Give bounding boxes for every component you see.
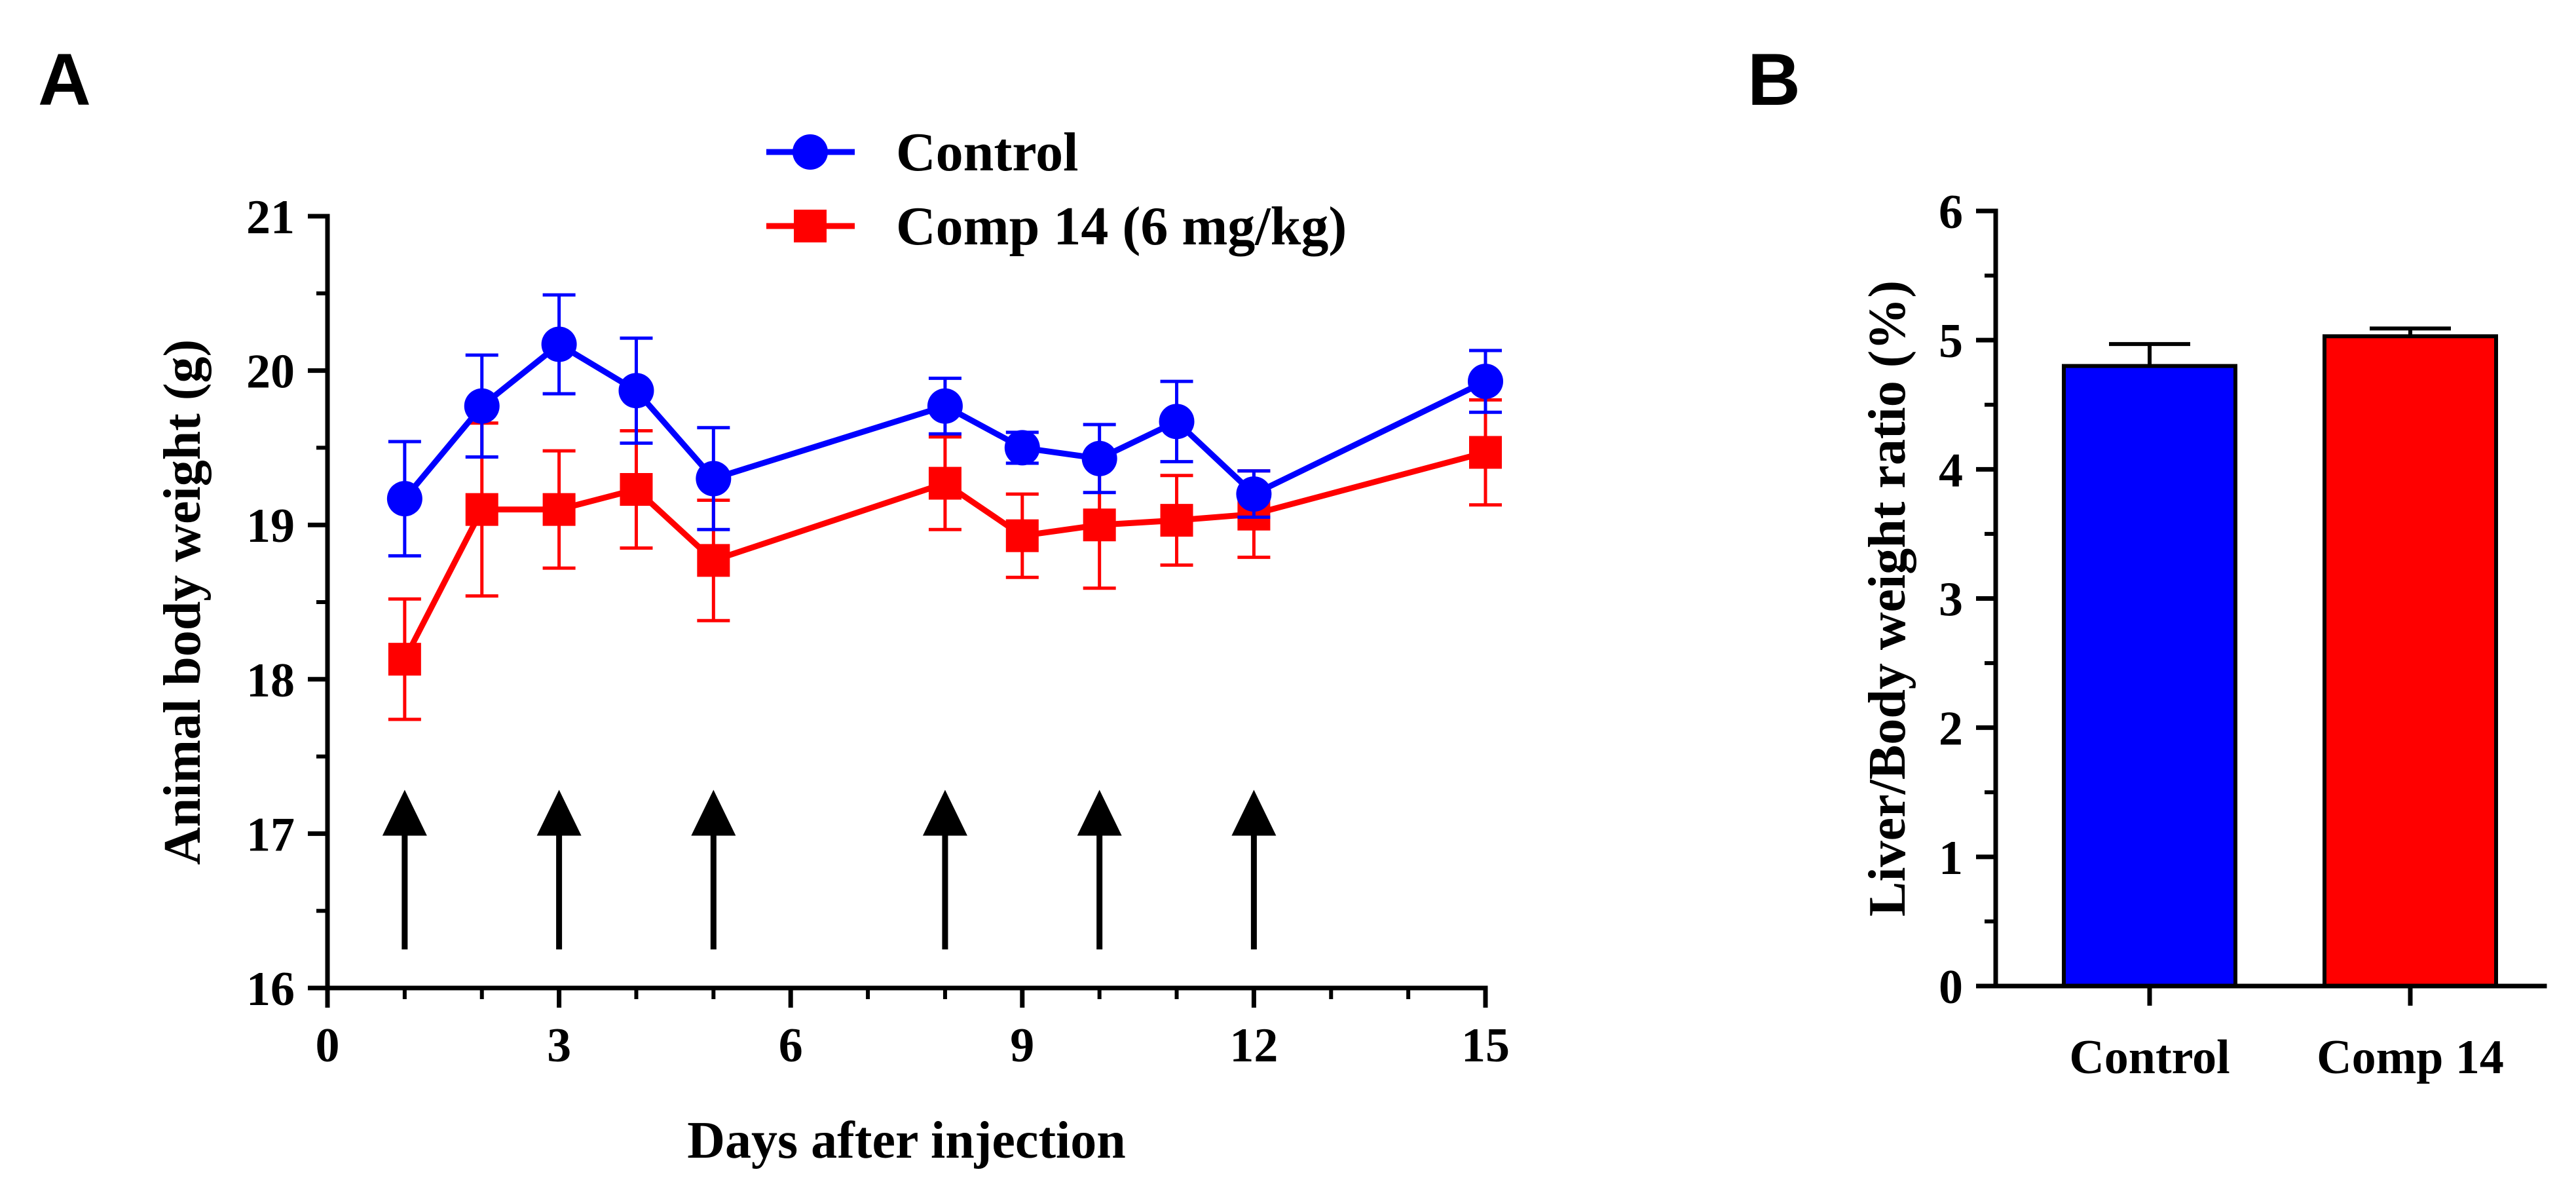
data-point-control [1081,440,1117,476]
data-point-control [1468,364,1503,400]
y-tick-label: 16 [246,962,295,1016]
x-tick-label: 0 [316,1019,340,1073]
injection-arrow-head [1231,789,1277,836]
panel-letter-b: B [1747,39,1801,121]
y-tick-label: 5 [1939,314,1963,368]
y-tick-label: 21 [246,191,295,244]
data-point-comp14 [1160,504,1193,537]
y-tick-label: 20 [246,345,295,399]
panel-letter-a: A [38,39,91,121]
data-point-comp14 [1005,519,1039,552]
legend-label-comp14: Comp 14 (6 mg/kg) [896,196,1347,257]
y-axis-title: Liver/Body weight ratio (%) [1859,280,1916,917]
panel-b: B Control Comp 14 0 1 2 3 4 5 6 Liver/Body weight… [1747,39,2547,1084]
y-tick-label: 1 [1939,831,1963,885]
data-point-control [464,388,500,424]
series-control [386,293,1503,558]
y-tick-label: 19 [246,499,295,553]
data-point-comp14 [388,643,421,676]
x-tick-label: Control [2069,1031,2230,1084]
x-tick-label: 6 [779,1019,803,1073]
data-point-control [1159,404,1195,440]
data-point-control [618,373,654,409]
data-point-control [1004,430,1040,466]
series-comp14 [388,398,1502,721]
y-tick-label: 17 [246,808,295,862]
y-tick-label: 3 [1939,573,1963,627]
data-point-comp14 [697,544,730,577]
bar-comp14 [2323,334,2498,988]
data-point-comp14 [465,493,498,526]
injection-arrow-head [922,789,967,836]
y-axis-title: Animal body weight (g) [154,339,212,865]
injection-arrow-head [382,789,427,836]
y-tick-label: 18 [246,654,295,708]
x-axis-title: Days after injection [687,1112,1126,1169]
injection-arrow-head [691,789,736,836]
y-tick-label: 0 [1939,960,1963,1014]
legend-marker-control [793,134,828,170]
injection-arrow-head [1077,789,1122,836]
x-tick-label: 15 [1461,1019,1510,1073]
data-point-comp14 [542,493,576,526]
data-point-comp14 [1469,436,1502,469]
x-tick-label: 12 [1229,1019,1278,1073]
y-tick-label: 2 [1939,702,1963,756]
data-point-comp14 [1083,508,1116,542]
data-point-comp14 [620,473,653,506]
y-tick-label: 6 [1939,185,1963,239]
x-tick-label: Comp 14 [2317,1031,2504,1084]
panel-a: A 16 17 18 19 20 21 0 3 6 9 12 15 Days after injecti… [38,39,1510,1169]
legend-label-control: Control [896,122,1078,183]
data-point-control [927,388,963,424]
x-tick-label: 3 [547,1019,571,1073]
bar-control [2062,364,2237,988]
data-point-control [386,481,422,517]
data-point-control [1236,476,1272,512]
injection-arrow-head [536,789,582,836]
data-point-control [541,326,577,362]
y-tick-label: 4 [1939,444,1963,497]
data-point-comp14 [928,466,961,500]
legend: Control Comp 14 (6 mg/kg) [766,122,1347,257]
data-point-control [696,461,732,497]
legend-marker-comp14 [794,210,827,242]
x-tick-label: 9 [1010,1019,1034,1073]
